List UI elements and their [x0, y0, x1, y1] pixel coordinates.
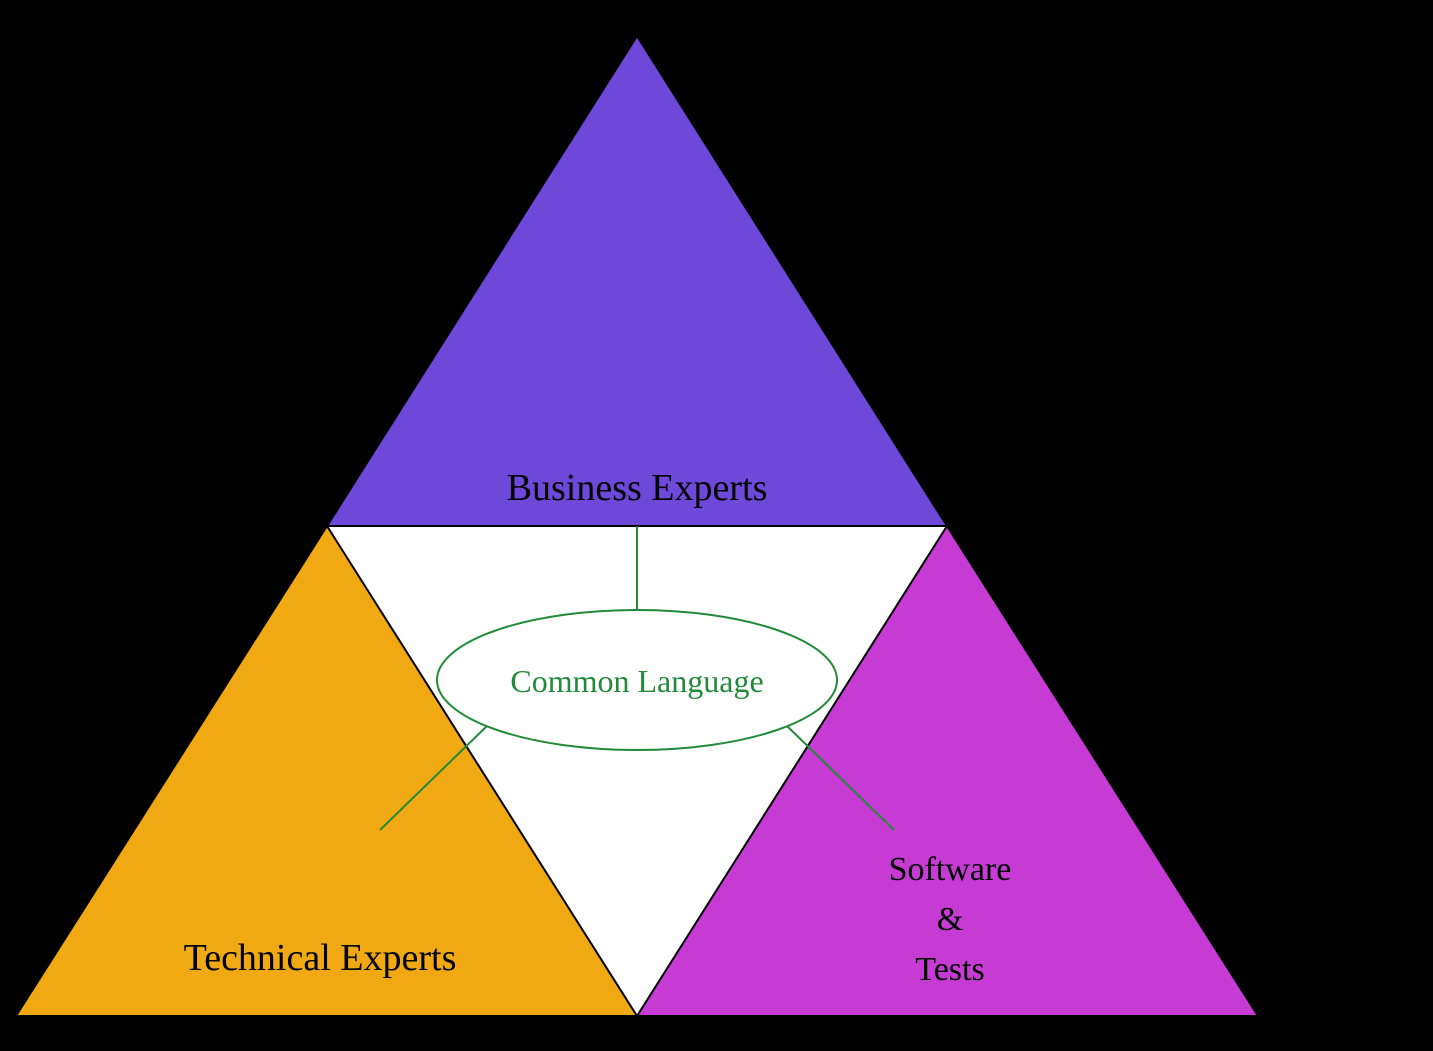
triangle-right-label-line1: Software	[889, 851, 1012, 888]
triangle-top-label: Business Experts	[507, 467, 768, 509]
triforce-diagram: Business Experts Technical Experts Softw…	[0, 0, 1433, 1051]
triangle-left-label: Technical Experts	[184, 937, 457, 979]
triangle-right-label-line3: Tests	[915, 951, 984, 988]
triangle-right-label-line2: &	[937, 901, 963, 938]
center-label: Common Language	[510, 663, 763, 699]
